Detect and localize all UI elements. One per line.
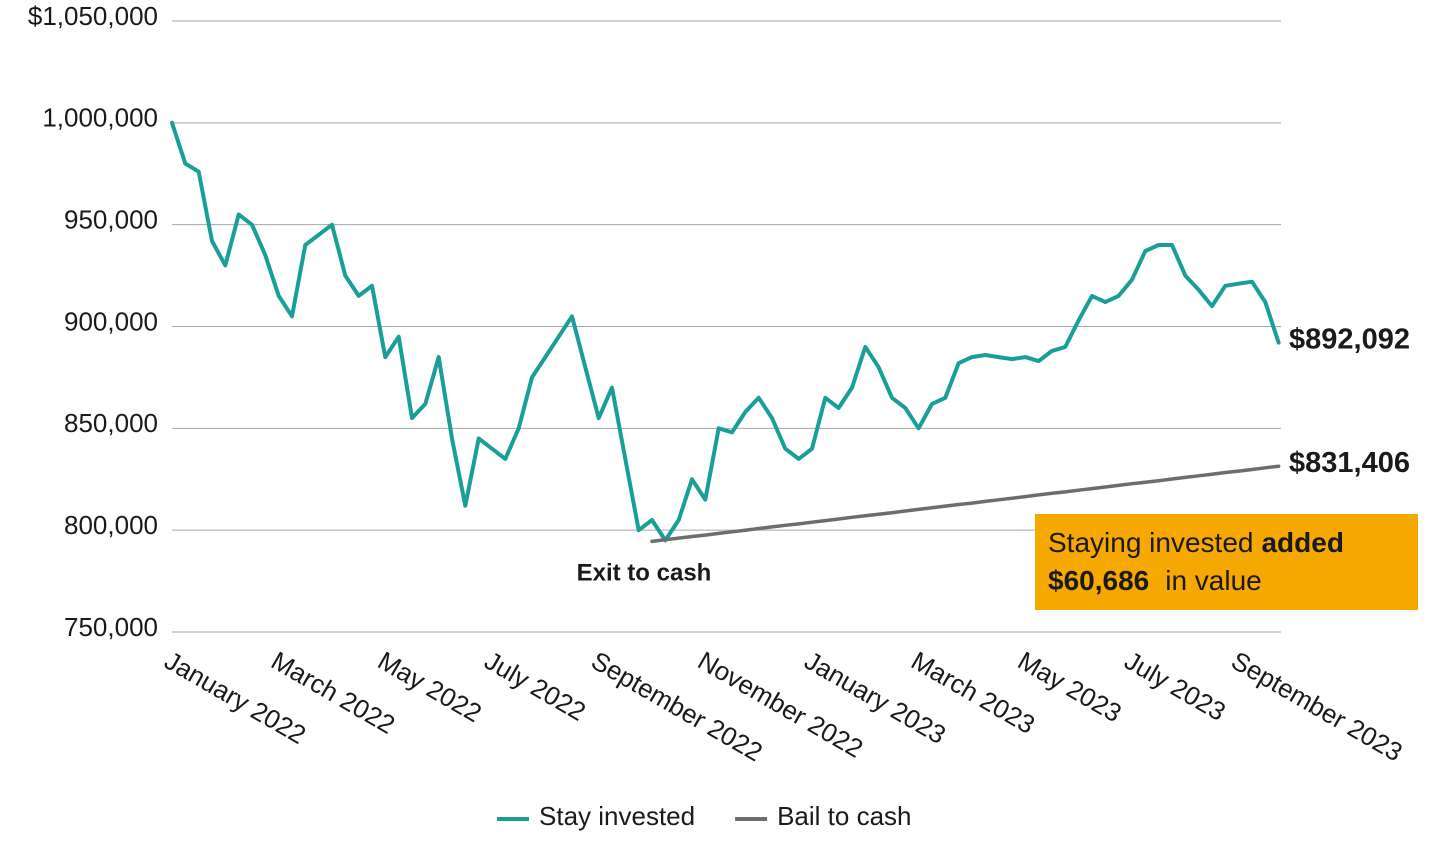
annotation-box (1035, 514, 1418, 610)
annotation-part: in value (1165, 565, 1262, 596)
legend-label: Stay invested (539, 801, 695, 831)
annotation-part: $60,686 (1048, 565, 1149, 596)
series-line (170, 120, 1281, 543)
annotation-part: added (1261, 527, 1343, 558)
y-tick-label: 950,000 (64, 205, 158, 235)
x-tick-label: July 2023 (1120, 645, 1231, 727)
plot (170, 120, 1281, 544)
legend-label: Bail to cash (777, 801, 911, 831)
annotation-text: $60,686 in value (1048, 565, 1262, 596)
x-tick-label: September 2023 (1226, 645, 1407, 767)
end-value-label: $831,406 (1289, 447, 1410, 479)
annotation-text: Staying invested added (1048, 527, 1344, 558)
grid (172, 20, 1281, 633)
y-tick-label: 850,000 (64, 408, 158, 438)
end-value-label: $892,092 (1289, 323, 1410, 355)
y-tick-label: 750,000 (64, 612, 158, 642)
x-tick-label: July 2022 (480, 645, 591, 727)
y-tick-label: $1,050,000 (28, 1, 158, 31)
series-line (650, 464, 1281, 544)
annotation-text: Exit to cash (577, 559, 712, 586)
y-tick-label: 1,000,000 (42, 103, 158, 133)
labels: 750,000 800,000 850,000 900,000 950,000 1,000… (28, 1, 1418, 831)
y-tick-label: 900,000 (64, 306, 158, 336)
y-tick-label: 800,000 (64, 510, 158, 540)
annotation-part: Staying invested (1048, 527, 1253, 558)
